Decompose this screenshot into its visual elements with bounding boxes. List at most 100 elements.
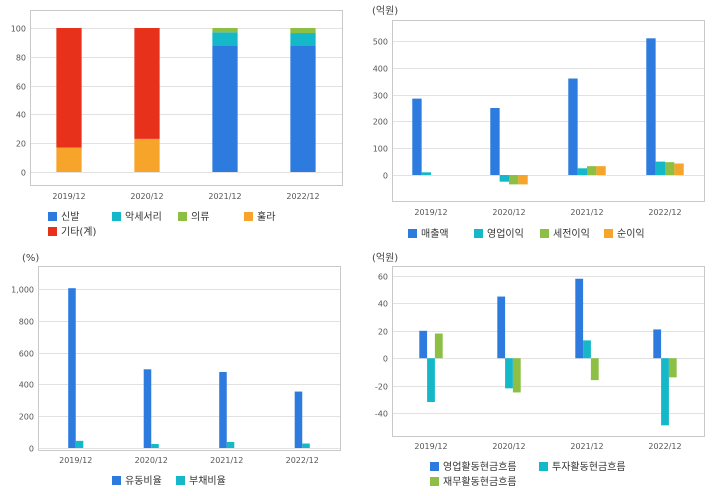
y-tick-label: 40: [16, 111, 26, 120]
bar-순이익: [518, 175, 528, 185]
y-tick-label: 100: [11, 25, 26, 34]
bar-투자활동현금흐름: [505, 358, 513, 389]
legend-label: 재무활동현금흐름: [443, 475, 517, 488]
unit-label: (억원): [372, 252, 398, 264]
legend-label: 유동비율: [125, 475, 162, 487]
bar-훌라: [134, 138, 160, 172]
x-tick-label: 2020/12: [492, 442, 525, 451]
legend-swatch: [176, 476, 185, 485]
legend-swatch: [474, 229, 483, 238]
bar-투자활동현금흐름: [427, 358, 435, 403]
legend-label: 신발: [61, 211, 79, 223]
y-tick-label: -20: [375, 383, 388, 392]
x-tick-label: 2021/12: [570, 208, 603, 217]
x-tick-label: 2020/12: [135, 456, 168, 465]
bar-재무활동현금흐름: [434, 333, 443, 359]
y-tick-label: -40: [375, 410, 388, 419]
bar-영업이익: [421, 172, 431, 175]
y-tick-label: 100: [373, 145, 388, 154]
x-tick-label: 2021/12: [210, 456, 243, 465]
legend-label: 순이익: [617, 228, 645, 240]
bar-투자활동현금흐름: [661, 358, 669, 426]
chart-frame: [392, 20, 705, 202]
y-tick-label: 400: [19, 381, 34, 390]
bar-매출액: [412, 98, 422, 175]
chart-3: 0 200 400 600 800 1,000 (%) 2019/12 2020/12 2021/…: [11, 253, 341, 487]
y-tick-label: 0: [21, 169, 26, 178]
bar-의류: [290, 28, 316, 34]
legend-swatch: [244, 212, 253, 221]
x-tick-label: 2020/12: [130, 192, 163, 201]
bar-유동비율: [294, 391, 303, 448]
bar-기타(계): [56, 28, 82, 148]
legend-label: 영업이익: [487, 227, 524, 240]
bar-영업활동현금흐름: [653, 329, 662, 359]
x-tick-label: 2022/12: [648, 208, 681, 217]
legend-swatch: [539, 462, 548, 471]
x-tick-label: 2019/12: [414, 442, 447, 451]
x-tick-label: 2021/12: [570, 442, 603, 451]
bar-영업활동현금흐름: [497, 296, 506, 359]
bar-의류: [212, 28, 238, 33]
y-tick-label: 200: [373, 118, 388, 127]
bar-영업이익: [577, 168, 587, 175]
y-tick-label: 0: [383, 355, 388, 364]
bar-매출액: [490, 108, 500, 175]
bar-영업이익: [499, 175, 509, 182]
bar-세전이익: [509, 175, 519, 185]
y-tick-label: 20: [378, 328, 388, 337]
y-tick-label: 40: [378, 300, 388, 309]
y-tick-label: 600: [19, 350, 34, 359]
bar-영업활동현금흐름: [419, 330, 428, 359]
bar-세전이익: [587, 166, 597, 175]
legend-label: 세전이익: [553, 228, 590, 240]
bar-유동비율: [143, 369, 152, 448]
bar-재무활동현금흐름: [668, 358, 677, 378]
legend-label: 투자활동현금흐름: [552, 460, 626, 473]
unit-label: (%): [22, 253, 39, 264]
bar-기타(계): [134, 28, 160, 139]
bar-영업이익: [655, 161, 665, 175]
y-tick-label: 500: [373, 38, 388, 47]
legend-label: 부채비율: [189, 475, 226, 487]
bar-순이익: [596, 166, 606, 175]
legend-swatch: [408, 229, 417, 238]
x-tick-label: 2020/12: [492, 208, 525, 217]
bar-매출액: [646, 38, 656, 175]
bar-세전이익: [665, 162, 675, 175]
bar-악세서리: [290, 33, 316, 46]
legend-swatch: [430, 462, 439, 471]
y-tick-label: 60: [16, 83, 26, 92]
bar-악세서리: [212, 32, 238, 46]
bar-영업활동현금흐름: [575, 278, 584, 359]
bar-훌라: [56, 147, 82, 172]
y-tick-label: 800: [19, 318, 34, 327]
chart-frame: [30, 10, 343, 186]
chart-1: 0 20 40 60 80 100 2019/12 2020/12 2021/12 2022/12…: [11, 10, 343, 238]
y-tick-label: 300: [373, 92, 388, 101]
legend-swatch: [430, 477, 439, 486]
legend-swatch: [48, 212, 57, 221]
bar-유동비율: [219, 371, 227, 448]
bar-부채비율: [151, 444, 159, 448]
bar-부채비율: [75, 440, 84, 448]
legend-swatch: [540, 229, 549, 238]
bar-부채비율: [302, 443, 310, 448]
y-tick-label: 0: [29, 445, 34, 454]
bar-투자활동현금흐름: [583, 340, 591, 359]
y-tick-label: 20: [16, 140, 26, 149]
chart-2: 0 100 200 300 400 500 (억원) 2019/12 2020/12 2021/1…: [372, 5, 705, 240]
y-tick-label: 1,000: [11, 286, 34, 295]
unit-label: (억원): [372, 5, 398, 17]
bar-부채비율: [226, 441, 235, 448]
y-tick-label: 60: [378, 273, 388, 282]
bar-재무활동현금흐름: [512, 358, 521, 393]
x-tick-label: 2021/12: [208, 192, 241, 201]
x-tick-label: 2022/12: [648, 442, 681, 451]
legend-label: 기타(계): [61, 226, 97, 238]
legend-swatch: [604, 229, 613, 238]
y-tick-label: 200: [19, 413, 34, 422]
chart-4: -40 -20 0 20 40 60 (억원) 2019/12 2020/12 2021/12 20…: [372, 252, 705, 488]
legend-label: 매출액: [421, 228, 449, 240]
